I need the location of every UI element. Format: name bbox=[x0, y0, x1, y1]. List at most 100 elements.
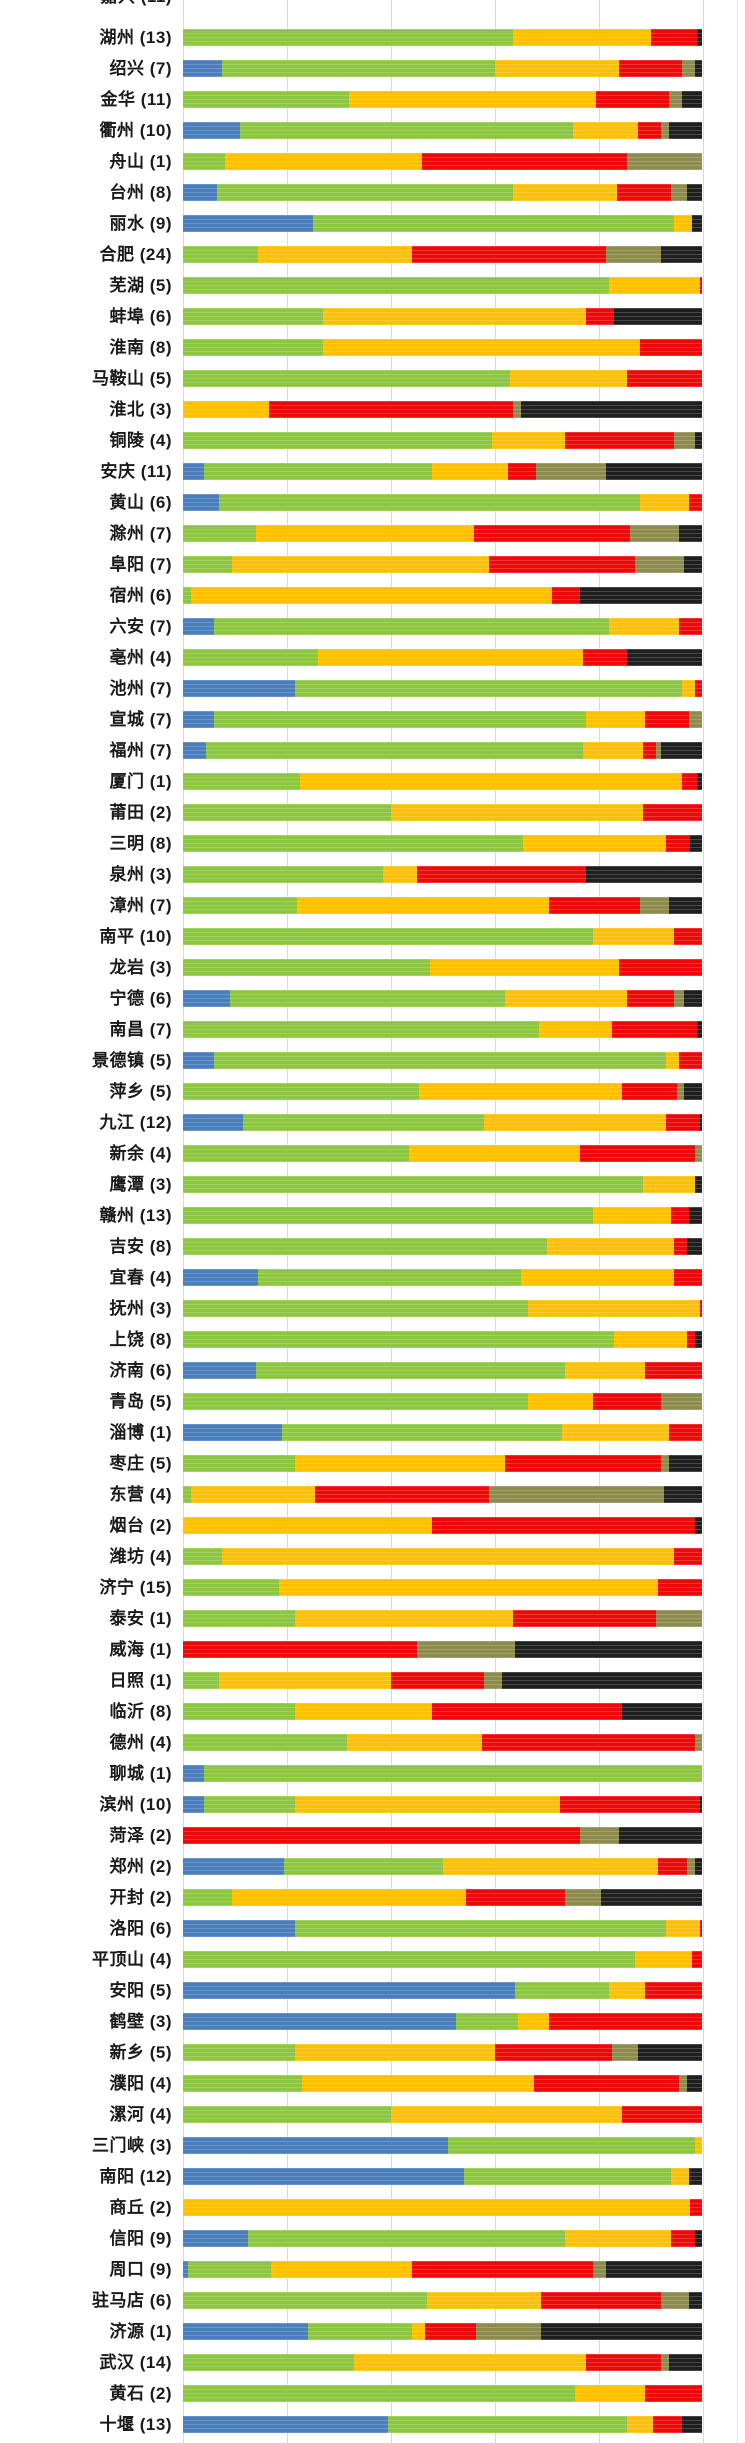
bar-segment-blue bbox=[183, 2260, 189, 2278]
bar-segment-black bbox=[684, 555, 703, 573]
bar-segment-green bbox=[183, 1454, 295, 1472]
row-label: 上饶 (8) bbox=[109, 1329, 172, 1349]
bar-segment-black bbox=[694, 2229, 703, 2247]
bar-segment-black bbox=[580, 586, 703, 604]
bar-segment-black bbox=[689, 2167, 703, 2185]
bar-segment-green bbox=[183, 369, 511, 387]
stacked-bar bbox=[183, 1950, 703, 1968]
row-label: 聊城 (1) bbox=[109, 1763, 172, 1783]
row-label: 开封 (2) bbox=[109, 1887, 172, 1907]
bar-segment-green bbox=[183, 1020, 539, 1038]
bar-segment-black bbox=[697, 28, 703, 46]
bar-segment-green bbox=[183, 2105, 391, 2123]
bar-segment-black bbox=[660, 245, 703, 263]
chart-row: 东营 (4) bbox=[0, 1479, 745, 1510]
bar-segment-red bbox=[489, 555, 635, 573]
bar-segment-green bbox=[183, 1888, 233, 1906]
row-label: 金华 (11) bbox=[100, 89, 172, 109]
row-label: 亳州 (4) bbox=[109, 647, 172, 667]
bar-segment-green bbox=[188, 2260, 272, 2278]
bar-segment-yellow bbox=[564, 2229, 672, 2247]
bar-segment-olive bbox=[655, 1609, 703, 1627]
bar-segment-olive bbox=[660, 1392, 703, 1410]
chart-row: 泰安 (1) bbox=[0, 1603, 745, 1634]
bar-segment-yellow bbox=[627, 2415, 654, 2433]
bar-segment-green bbox=[183, 1175, 643, 1193]
chart-row: 驻马店 (6) bbox=[0, 2285, 745, 2316]
bar-segment-red bbox=[432, 1702, 622, 1720]
row-label: 日照 (1) bbox=[109, 1670, 172, 1690]
bar-segment-olive bbox=[671, 183, 687, 201]
bar-segment-black bbox=[660, 741, 703, 759]
bar-segment-red bbox=[668, 1423, 703, 1441]
bar-segment-green bbox=[183, 1702, 295, 1720]
bar-segment-olive bbox=[564, 1888, 602, 1906]
bar-segment-yellow bbox=[390, 803, 643, 821]
stacked-bar bbox=[183, 152, 703, 170]
bar-segment-green bbox=[183, 772, 300, 790]
stacked-bar bbox=[183, 2260, 703, 2278]
bar-segment-yellow bbox=[640, 493, 690, 511]
chart-row: 淮北 (3) bbox=[0, 394, 745, 425]
bar-segment-yellow bbox=[593, 1206, 672, 1224]
bar-segment-green bbox=[183, 1950, 635, 1968]
bar-segment-red bbox=[692, 1950, 703, 1968]
row-label: 新乡 (5) bbox=[109, 2042, 172, 2062]
bar-segment-black bbox=[694, 431, 703, 449]
bar-segment-green bbox=[183, 152, 225, 170]
bar-segment-yellow bbox=[232, 1888, 467, 1906]
bar-segment-green bbox=[206, 741, 583, 759]
bar-segment-yellow bbox=[666, 1051, 680, 1069]
bar-segment-yellow bbox=[505, 989, 628, 1007]
stacked-bar bbox=[183, 1299, 703, 1317]
stacked-bar bbox=[183, 1888, 703, 1906]
chart-row: 蚌埠 (6) bbox=[0, 301, 745, 332]
chart-row: 青岛 (5) bbox=[0, 1386, 745, 1417]
bar-segment-olive bbox=[476, 2322, 542, 2340]
bar-segment-yellow bbox=[411, 2322, 425, 2340]
row-label: 商丘 (2) bbox=[109, 2197, 172, 2217]
bar-segment-black bbox=[627, 648, 703, 666]
row-label: 丽水 (9) bbox=[109, 213, 172, 233]
bar-segment-black bbox=[585, 865, 703, 883]
chart-row: 南阳 (12) bbox=[0, 2161, 745, 2192]
bar-segment-olive bbox=[673, 989, 685, 1007]
bar-segment-green bbox=[183, 865, 383, 883]
bar-segment-blue bbox=[183, 1857, 285, 1875]
bar-segment-olive bbox=[660, 1454, 669, 1472]
chart-row: 吉安 (8) bbox=[0, 1231, 745, 1262]
bar-segment-black bbox=[541, 2322, 703, 2340]
stacked-bar bbox=[183, 1609, 703, 1627]
chart-row: 黄石 (2) bbox=[0, 2378, 745, 2409]
row-label: 三明 (8) bbox=[109, 833, 172, 853]
bar-segment-black bbox=[520, 400, 703, 418]
bar-segment-red bbox=[183, 1826, 581, 1844]
row-label: 武汉 (14) bbox=[99, 2352, 172, 2372]
bar-segment-blue bbox=[183, 617, 215, 635]
stacked-bar bbox=[183, 2012, 703, 2030]
bar-segment-yellow bbox=[183, 1516, 433, 1534]
chart-row: 龙岩 (3) bbox=[0, 952, 745, 983]
bar-segment-black bbox=[689, 834, 703, 852]
bar-segment-red bbox=[611, 1020, 698, 1038]
bar-segment-green bbox=[214, 710, 586, 728]
bar-segment-red bbox=[640, 338, 703, 356]
bar-segment-blue bbox=[183, 214, 313, 232]
stacked-bar bbox=[183, 1020, 703, 1038]
stacked-bar bbox=[183, 1423, 703, 1441]
chart-row: 平顶山 (4) bbox=[0, 1944, 745, 1975]
chart-row: 潍坊 (4) bbox=[0, 1541, 745, 1572]
bar-segment-yellow bbox=[383, 865, 417, 883]
chart-row: 亳州 (4) bbox=[0, 642, 745, 673]
bar-segment-blue bbox=[183, 1423, 282, 1441]
row-label: 三门峡 (3) bbox=[92, 2135, 172, 2155]
bar-segment-yellow bbox=[673, 214, 693, 232]
bar-segment-blue bbox=[183, 1764, 204, 1782]
stacked-bar bbox=[183, 431, 703, 449]
row-label: 驻马店 (6) bbox=[92, 2290, 172, 2310]
bar-segment-yellow bbox=[642, 1175, 695, 1193]
chart-row: 枣庄 (5) bbox=[0, 1448, 745, 1479]
plot-right-border bbox=[737, 0, 738, 2443]
bar-segment-yellow bbox=[349, 90, 596, 108]
bar-segment-yellow bbox=[232, 555, 490, 573]
